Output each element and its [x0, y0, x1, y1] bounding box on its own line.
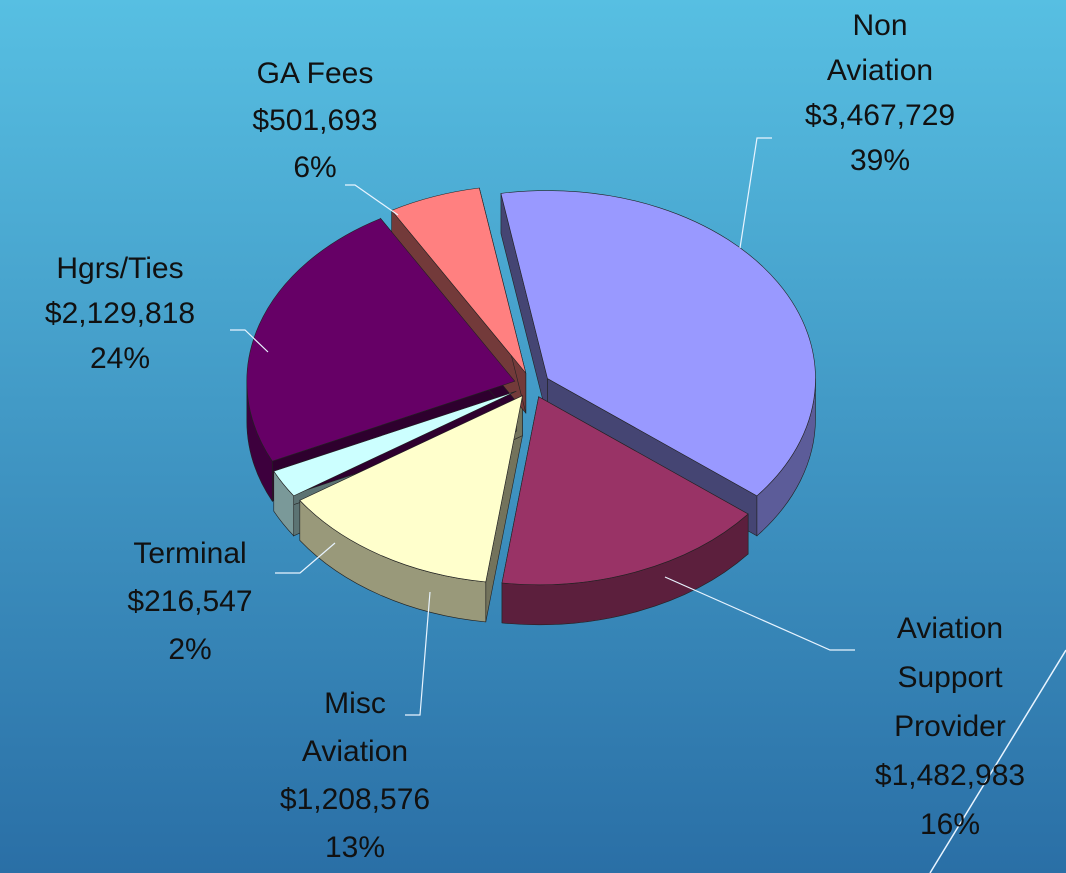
percent-label: 24%: [90, 342, 150, 375]
category-label: Terminal: [133, 537, 246, 570]
leader-line: [275, 542, 336, 574]
percent-label: 16%: [920, 808, 980, 841]
slice: [501, 396, 749, 586]
category-label: Aviation: [302, 735, 408, 768]
leader-line: [405, 591, 431, 716]
slice: [246, 218, 516, 462]
leader-line: [739, 137, 772, 249]
slice: [500, 190, 816, 497]
value-label: $216,547: [127, 585, 252, 618]
leader-line: [345, 184, 399, 216]
value-label: $3,467,729: [805, 99, 955, 132]
category-label: Non: [852, 9, 907, 42]
labels: Non Aviation $3,467,729 39% Aviation Support P…: [45, 9, 1025, 864]
slice: [273, 390, 517, 497]
category-label: GA Fees: [257, 57, 374, 90]
value-label: $1,208,576: [280, 783, 430, 816]
category-label: Misc: [324, 687, 386, 720]
value-label: $501,693: [252, 104, 377, 137]
category-label: Aviation: [897, 612, 1003, 645]
value-label: $2,129,818: [45, 297, 195, 330]
percent-label: 2%: [168, 633, 211, 666]
percent-label: 39%: [850, 144, 910, 177]
percent-label: 6%: [293, 151, 336, 184]
category-label: Aviation: [827, 54, 933, 87]
slice: [299, 395, 523, 583]
category-label: Provider: [894, 710, 1006, 743]
pie-tops: [246, 187, 816, 586]
decor-line: [929, 649, 1066, 873]
percent-label: 13%: [325, 831, 385, 864]
category-label: Support: [897, 661, 1003, 694]
leader-line: [230, 329, 269, 353]
value-label: $1,482,983: [875, 759, 1025, 792]
leader-line: [664, 576, 855, 651]
category-label: Hgrs/Ties: [56, 252, 183, 285]
